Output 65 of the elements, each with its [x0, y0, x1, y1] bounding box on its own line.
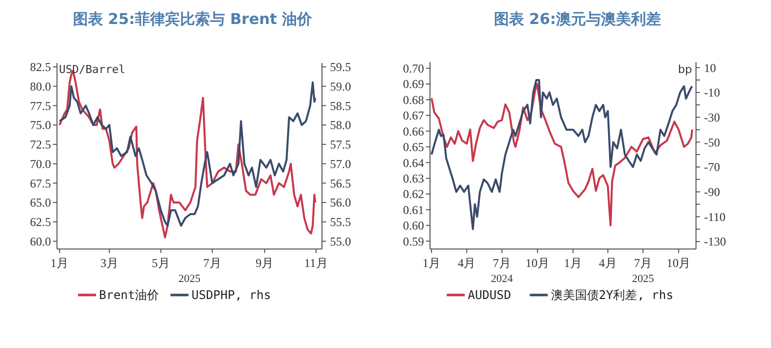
y-tick-label: 60.0: [30, 234, 51, 248]
x-tick-label: 5月: [152, 256, 170, 270]
y2-tick-label: -50: [704, 135, 720, 150]
y2-tick-label: 10: [704, 60, 716, 75]
y-tick-label: 0.68: [403, 92, 424, 107]
y-tick-label: 62.5: [30, 215, 51, 230]
y2-tick-label: 55.0: [330, 234, 351, 248]
y-tick-label: 72.5: [30, 138, 51, 152]
x-tick-label: 4月: [458, 256, 476, 270]
y-tick-label: 0.59: [403, 234, 424, 248]
x-tick-label: 10月: [666, 256, 691, 270]
chart-title: 图表 25:菲律宾比索与 Brent 油价: [72, 10, 314, 28]
legend-label: 澳美国债2Y利差, rhs: [550, 288, 674, 302]
y2-tick-label: 56.5: [330, 176, 351, 190]
y2-tick-label: 56.0: [330, 196, 351, 210]
y-tick-label: 82.5: [30, 60, 51, 74]
y-tick-label: 75.0: [30, 118, 51, 132]
legend-label: USDPHP, rhs: [192, 288, 271, 302]
y-tick-label: 0.70: [403, 61, 424, 76]
x-tick-label: 7月: [492, 256, 511, 270]
y-tick-label: 70.0: [30, 156, 51, 171]
y-tick-label: 0.62: [403, 187, 424, 202]
y2-tick-label: 58.0: [330, 118, 351, 132]
y-axis-title: USD/Barrel: [59, 63, 126, 76]
x-tick-label: 9月: [256, 256, 274, 270]
y2-tick-label: 57.5: [330, 138, 351, 152]
y2-tick-label: 55.5: [330, 215, 351, 230]
y2-tick-label: -130: [704, 234, 726, 249]
y2-axis-title: bp: [678, 63, 692, 76]
y2-tick-label: 58.5: [330, 98, 351, 113]
y-tick-label: 0.66: [403, 124, 424, 138]
x-tick-label: 1月: [564, 256, 582, 270]
y2-tick-label: 57.0: [330, 156, 351, 171]
y-tick-label: 0.60: [403, 218, 424, 233]
x-tick-label: 7月: [634, 256, 652, 270]
legend-label: Brent油价: [99, 288, 160, 302]
y-tick-label: 0.61: [403, 202, 424, 217]
y2-tick-label: -110: [704, 210, 726, 224]
x-tick-label: 1月: [50, 256, 69, 270]
y2-tick-label: -10: [704, 86, 720, 100]
x-tick-label: 1月: [422, 256, 441, 270]
y2-tick-label: 59.0: [330, 79, 351, 94]
y-tick-label: 67.5: [30, 176, 51, 190]
x-tick-label: 4月: [598, 256, 617, 270]
y2-tick-label: 59.5: [330, 60, 351, 74]
y-tick-label: 0.69: [403, 77, 424, 92]
x-tick-label: 11月: [304, 256, 328, 270]
y-tick-label: 65.0: [30, 196, 51, 210]
legend-label: AUDUSD: [468, 288, 512, 302]
y2-tick-label: -90: [704, 185, 720, 200]
chart-title: 图表 26:澳元与澳美利差: [494, 10, 662, 28]
x-tick-label: 3月: [100, 256, 118, 270]
x-axis-title: 2025: [178, 273, 201, 285]
y2-tick-label: -70: [704, 160, 720, 174]
y-tick-label: 77.5: [30, 98, 51, 113]
y-tick-label: 0.63: [403, 171, 424, 186]
y-tick-label: 0.64: [403, 156, 424, 170]
text: 2024: [490, 273, 514, 285]
x-tick-label: 7月: [203, 256, 222, 270]
y-tick-label: 0.67: [403, 108, 424, 123]
x-tick-label: 10月: [525, 256, 550, 270]
text: 2025: [632, 273, 655, 285]
y-tick-label: 0.65: [403, 140, 424, 154]
y2-tick-label: -30: [704, 110, 720, 124]
y-tick-label: 80.0: [30, 79, 51, 94]
